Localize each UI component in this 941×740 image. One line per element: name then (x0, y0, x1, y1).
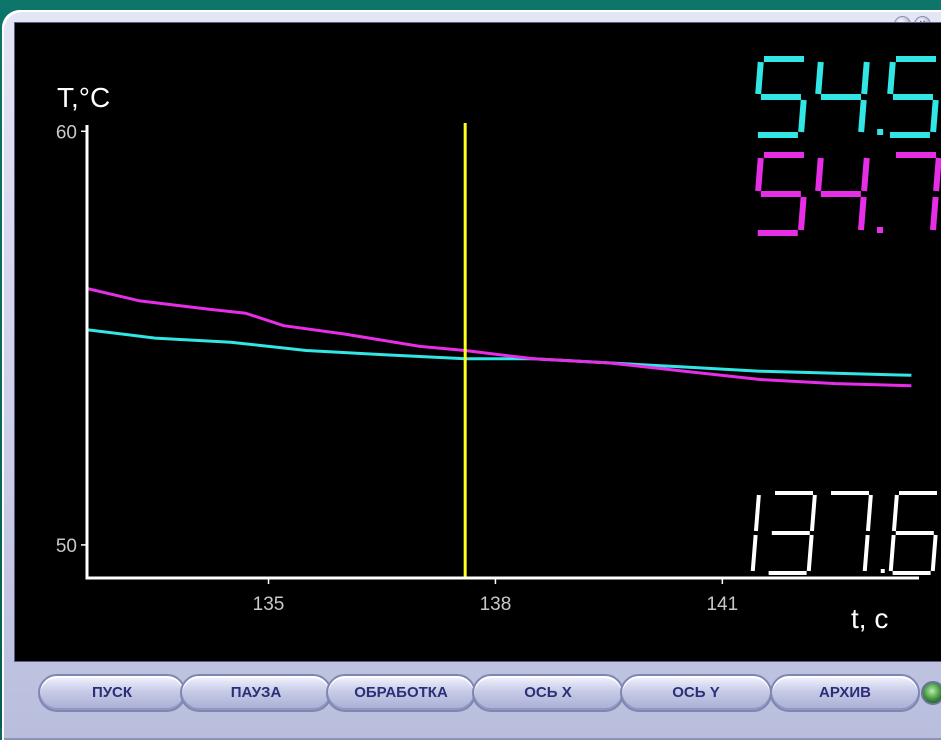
readout-segment (809, 494, 817, 532)
readout-segment (888, 534, 896, 572)
x-tick-label: 141 (706, 594, 738, 615)
readout-segment (933, 157, 941, 192)
series-line-cyan (86, 328, 912, 377)
readout-segment (858, 99, 867, 133)
y-axis-button[interactable]: ОСЬ Y (620, 674, 772, 712)
readout-segment (798, 196, 807, 231)
readout-segment (930, 196, 939, 231)
y-axis-label: T,°C (57, 82, 110, 113)
series-line-magenta (86, 287, 912, 388)
readout-segment (861, 157, 870, 192)
plot-screen: T,°C t, c 50 60 135 138 141 54.5 54.7 137.6 (14, 22, 941, 662)
readout-segment (887, 61, 896, 95)
readout-magenta-temperature: 54.7 (755, 152, 941, 236)
y-tick-label: 60 (56, 122, 77, 143)
start-button[interactable]: ПУСК (38, 674, 186, 712)
readout-segment (750, 534, 758, 572)
x-tick-label: 138 (480, 594, 512, 615)
readout-segment (865, 494, 873, 532)
archive-button[interactable]: АРХИВ (770, 674, 920, 712)
x-axis-label: t, c (851, 603, 888, 634)
readout-dot (880, 569, 885, 573)
readout-time: 137.6 (750, 491, 938, 575)
status-led-icon (921, 681, 941, 705)
toolbar: ПУСК ПАУЗА ОБРАБОТКА ОСЬ X ОСЬ Y АРХИВ (0, 664, 941, 728)
readout-segment (798, 99, 807, 133)
readout-segment (930, 99, 939, 133)
pause-button[interactable]: ПАУЗА (180, 674, 332, 712)
temperature-chart: T,°C t, c 50 60 135 138 141 54.5 54.7 137.6 (56, 56, 941, 634)
readout-dot (877, 227, 883, 233)
process-button[interactable]: ОБРАБОТКА (326, 674, 476, 712)
readout-segment (891, 494, 899, 532)
series-layer (86, 287, 912, 388)
ticks-layer: T,°C t, c 50 60 135 138 141 (56, 82, 888, 634)
readout-segment (755, 157, 764, 192)
y-tick-label: 50 (56, 536, 77, 557)
x-tick-label: 135 (253, 594, 285, 615)
readout-segment (930, 534, 938, 572)
readout-segment (862, 534, 870, 572)
readout-segment (858, 196, 867, 231)
readout-segment (753, 494, 761, 532)
readout-segment (755, 61, 764, 95)
readout-segment (815, 157, 824, 192)
readout-dot (877, 129, 884, 135)
readout-segment (815, 61, 824, 95)
readout-segment (806, 534, 814, 572)
axes-layer (85, 123, 919, 580)
readout-cyan-temperature: 54.5 (755, 56, 939, 138)
x-axis-button[interactable]: ОСЬ X (472, 674, 624, 712)
readout-segment (861, 61, 870, 95)
